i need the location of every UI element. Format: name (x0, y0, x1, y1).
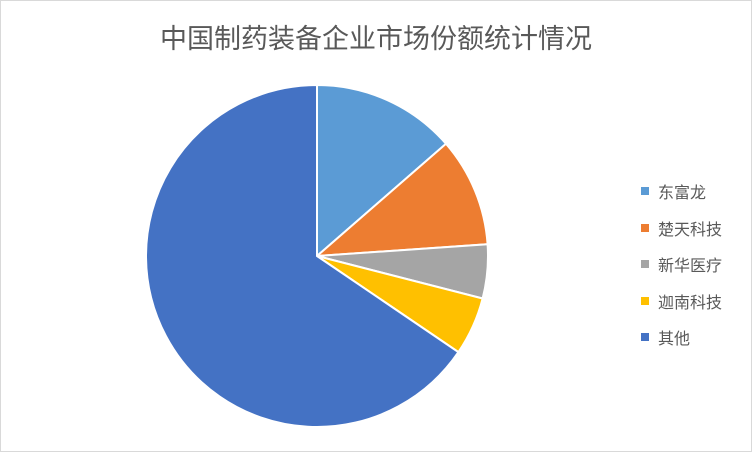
legend-swatch (641, 187, 649, 196)
chart-title: 中国制药装备企业市场份额统计情况 (160, 24, 592, 55)
legend-label: 东富龙 (658, 183, 707, 203)
legend-swatch (641, 260, 649, 269)
legend-item: 楚天科技 (641, 210, 722, 247)
legend-item: 迦南科技 (641, 283, 722, 320)
legend-item: 其他 (641, 319, 722, 356)
legend-swatch (641, 223, 649, 232)
legend-swatch (641, 296, 649, 305)
legend: 东富龙楚天科技新华医疗迦南科技其他 (641, 173, 722, 356)
legend-label: 迦南科技 (658, 292, 723, 312)
legend-item: 新华医疗 (641, 246, 722, 283)
pie-slice-5 (145, 83, 460, 428)
pie-slice-1 (316, 83, 448, 259)
legend-item: 东富龙 (641, 173, 722, 210)
legend-label: 新华医疗 (658, 256, 723, 276)
legend-label: 其他 (658, 329, 691, 349)
legend-swatch (641, 333, 649, 342)
legend-label: 楚天科技 (658, 219, 723, 239)
pie-slice-2 (314, 142, 489, 258)
